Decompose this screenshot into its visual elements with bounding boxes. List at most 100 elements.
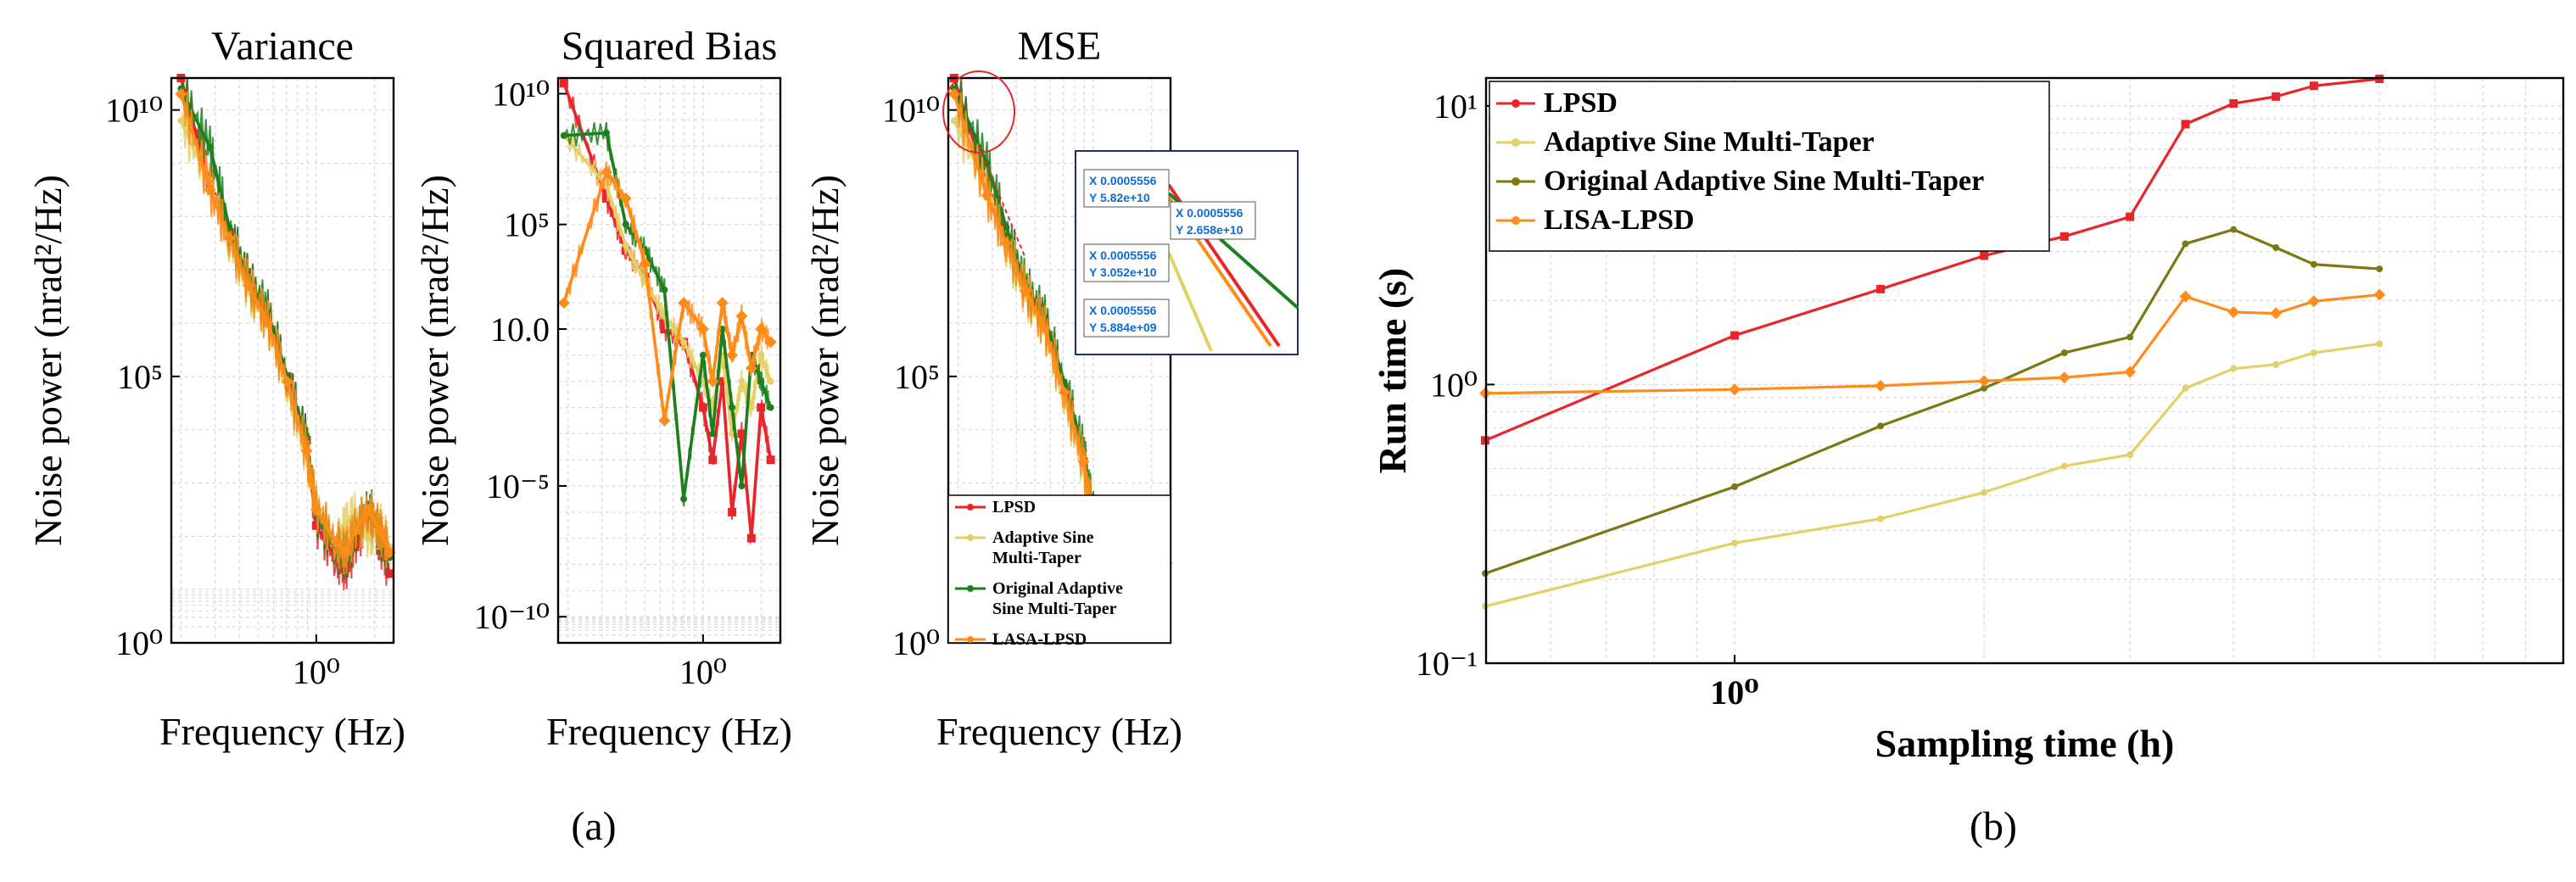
datatip-box bbox=[1083, 299, 1170, 338]
series-noise bbox=[562, 122, 771, 507]
data-point bbox=[2182, 384, 2189, 392]
data-point bbox=[2181, 120, 2190, 129]
datatip-box bbox=[1083, 243, 1170, 282]
x-tick-label: 10⁰ bbox=[1710, 673, 1759, 712]
datatip-box bbox=[1170, 201, 1256, 240]
legend-frame bbox=[947, 494, 1171, 644]
inset-series-line bbox=[1167, 252, 1213, 352]
figure-label-b: (b) bbox=[1970, 804, 2017, 849]
x-axis-label: Frequency (Hz) bbox=[546, 710, 792, 753]
y-tick-label: 10⁰ bbox=[892, 624, 940, 662]
data-point bbox=[1980, 251, 1989, 260]
datatip-y: Y 2.658e+10 bbox=[1176, 223, 1243, 237]
data-point bbox=[658, 414, 671, 427]
legend-label: Multi-Taper bbox=[992, 549, 1081, 567]
squared-bias-chart: 10⁻¹⁰ 10⁻⁵ 10.0 10⁵ 10¹⁰ 10⁰ Squared Bias Frequ… bbox=[413, 24, 792, 753]
datatip-x: X 0.0005556 bbox=[1089, 304, 1157, 317]
y-axis-label: Noise power (nrad²/Hz) bbox=[413, 175, 456, 546]
x-axis-label: Sampling time (h) bbox=[1875, 722, 2175, 765]
runtime-chart: 10⁻¹ 10⁰ 10¹ 10⁰ Sampling time (h) Run time (… bbox=[1371, 75, 2565, 765]
zoom-inset: X 0.0005556 Y 5.82e+10 X 0.0005556 Y 2.658e… bbox=[1075, 150, 1299, 355]
datatip: X 0.0005556 Y 2.658e+10 bbox=[1170, 201, 1256, 240]
datatip-x: X 0.0005556 bbox=[1089, 248, 1157, 262]
legend-label: Adaptive Sine Multi-Taper bbox=[1544, 126, 1875, 158]
chart-title: Squared Bias bbox=[562, 24, 778, 69]
data-point bbox=[1981, 384, 1988, 392]
data-point bbox=[2179, 290, 2192, 303]
x-tick-label: 10⁰ bbox=[293, 653, 340, 691]
legend-marker bbox=[967, 585, 974, 592]
legend-frame bbox=[1489, 81, 2050, 252]
zoom-connector bbox=[978, 145, 1025, 257]
variance-chart: 10⁰ 10⁵ 10¹⁰ 10⁰ Variance Frequency (Hz) Noise… bbox=[26, 24, 405, 753]
data-point bbox=[2058, 371, 2070, 384]
data-point bbox=[1731, 539, 1739, 547]
y-tick-label: 10.0 bbox=[490, 310, 550, 349]
y-tick-label: 10⁵ bbox=[117, 358, 163, 396]
data-point bbox=[385, 569, 394, 578]
data-point bbox=[2307, 295, 2320, 308]
chart-title: Variance bbox=[211, 24, 354, 69]
data-point bbox=[1731, 483, 1739, 490]
legend-marker bbox=[1512, 177, 1520, 186]
data-point bbox=[1981, 488, 1988, 496]
legend-label: Adaptive Sine bbox=[992, 528, 1094, 547]
legend-marker bbox=[967, 504, 974, 511]
data-point bbox=[2060, 462, 2068, 470]
y-tick-label: 10¹⁰ bbox=[882, 92, 940, 130]
y-tick-label: 10⁰ bbox=[1430, 366, 1478, 404]
x-axis-label: Frequency (Hz) bbox=[159, 710, 405, 753]
data-point bbox=[2376, 265, 2383, 273]
y-tick-label: 10¹⁰ bbox=[105, 92, 163, 130]
data-point bbox=[1730, 331, 1740, 340]
legend-label: Original Adaptive bbox=[992, 579, 1123, 598]
y-tick-label: 10¹ bbox=[1433, 87, 1478, 126]
data-point bbox=[560, 131, 567, 139]
legend-label: LPSD bbox=[992, 498, 1036, 516]
data-point bbox=[2310, 349, 2317, 356]
y-tick-label: 10⁵ bbox=[894, 358, 940, 396]
y-axis-label: Noise power (nrad²/Hz) bbox=[803, 175, 847, 546]
data-point bbox=[1876, 284, 1886, 293]
datatip-x: X 0.0005556 bbox=[1176, 206, 1243, 220]
data-point bbox=[2270, 307, 2283, 320]
legend: LPSD Adaptive Sine Multi-Taper Original Ad… bbox=[1489, 81, 2050, 252]
x-axis-label: Frequency (Hz) bbox=[936, 710, 1182, 753]
data-point bbox=[2126, 212, 2135, 221]
datatip-y: Y 5.884e+09 bbox=[1089, 321, 1157, 334]
legend-label: LPSD bbox=[1544, 87, 1618, 119]
datatip-y: Y 5.82e+10 bbox=[1089, 191, 1150, 204]
legend-label: LISA-LPSD bbox=[1544, 204, 1695, 236]
datatip: X 0.0005556 Y 5.884e+09 bbox=[1083, 299, 1170, 338]
datatip-y: Y 3.052e+10 bbox=[1089, 265, 1157, 279]
data-point bbox=[2272, 243, 2280, 251]
data-point bbox=[2230, 226, 2238, 233]
data-point bbox=[1877, 422, 1885, 430]
data-point bbox=[1877, 515, 1885, 522]
data-point bbox=[2182, 240, 2189, 248]
data-point bbox=[2309, 81, 2318, 91]
data-point bbox=[2126, 451, 2134, 459]
y-tick-label: 10¹⁰ bbox=[492, 75, 550, 114]
data-point bbox=[716, 297, 729, 310]
datatip-x: X 0.0005556 bbox=[1089, 174, 1157, 187]
plot-frame bbox=[170, 76, 395, 645]
legend-marker bbox=[1512, 216, 1520, 225]
data-point bbox=[2126, 333, 2134, 341]
datatip-box bbox=[1083, 169, 1170, 208]
data-point bbox=[738, 483, 746, 489]
legend-marker bbox=[967, 636, 974, 643]
figure-label-a: (a) bbox=[571, 804, 616, 849]
y-tick-label: 10⁻¹ bbox=[1416, 645, 1478, 683]
highlight-circle bbox=[942, 70, 1015, 154]
series-noise bbox=[180, 77, 390, 580]
plot-frame bbox=[1484, 76, 2565, 665]
series-noise bbox=[180, 87, 390, 575]
data-point bbox=[1978, 375, 1991, 388]
mse-chart: 10⁰ 10⁵ 10¹⁰ MSE Frequency (Hz) Noise power (… bbox=[803, 24, 1299, 753]
legend-marker bbox=[967, 534, 974, 541]
plot-frame bbox=[556, 76, 782, 645]
data-point bbox=[2373, 288, 2386, 301]
data-point bbox=[718, 377, 727, 386]
legend-marker bbox=[1512, 99, 1520, 108]
